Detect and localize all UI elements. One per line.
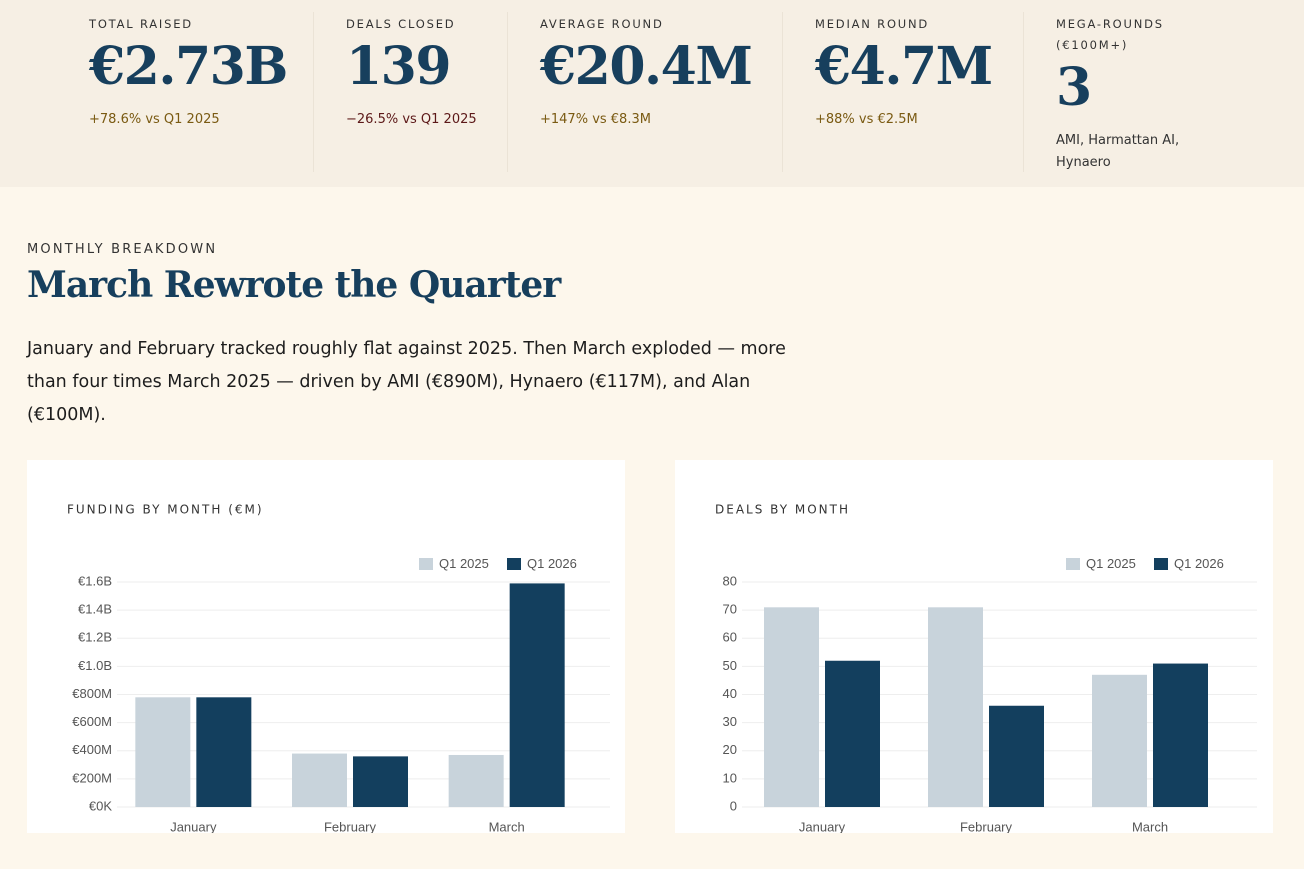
divider bbox=[782, 12, 783, 172]
chart-title: DEALS BY MONTH bbox=[715, 503, 850, 517]
y-tick-label: €1.2B bbox=[78, 630, 112, 645]
y-tick-label: €1.6B bbox=[78, 573, 112, 588]
chart-card: FUNDING BY MONTH (€M) €0K €200M €400M €600M €… bbox=[27, 460, 625, 834]
stat-label: MEGA-ROUNDS (€100M+) bbox=[1056, 17, 1164, 52]
stat-value: 3 bbox=[1056, 57, 1092, 118]
y-tick-label: €400M bbox=[72, 742, 112, 757]
bar bbox=[1153, 663, 1208, 807]
bar bbox=[989, 705, 1044, 807]
y-tick-label: 60 bbox=[723, 630, 737, 645]
legend-label: Q1 2025 bbox=[439, 556, 489, 571]
divider bbox=[1023, 12, 1024, 172]
bar bbox=[353, 756, 408, 807]
stat-label: TOTAL RAISED bbox=[89, 17, 193, 31]
stat-note: −26.5% vs Q1 2025 bbox=[346, 112, 477, 127]
bar bbox=[135, 697, 191, 807]
y-tick-label: €200M bbox=[72, 770, 112, 785]
y-tick-label: 40 bbox=[723, 686, 737, 701]
chart-title: FUNDING BY MONTH (€M) bbox=[67, 503, 264, 517]
bar bbox=[1092, 674, 1147, 807]
stat-label: AVERAGE ROUND bbox=[540, 17, 664, 31]
y-tick-label: 50 bbox=[723, 658, 737, 673]
stat-value: 139 bbox=[346, 36, 452, 97]
stats-band bbox=[0, 0, 1304, 187]
stat-value: €20.4M bbox=[540, 36, 753, 97]
bar bbox=[764, 607, 819, 807]
section-title: March Rewrote the Quarter bbox=[27, 264, 561, 306]
chart-card: DEALS BY MONTH 0 10 20 30 40 50 60 70 80 Q1 2026 Q1… bbox=[675, 460, 1273, 834]
divider bbox=[313, 12, 314, 172]
bar bbox=[509, 583, 565, 807]
bar bbox=[448, 754, 504, 807]
legend-swatch bbox=[1154, 558, 1168, 570]
stat: DEALS CLOSED 139 −26.5% vs Q1 2025 bbox=[346, 14, 496, 131]
y-tick-label: €1.0B bbox=[78, 658, 112, 673]
legend-label: Q1 2026 bbox=[527, 556, 577, 571]
y-tick-label: €600M bbox=[72, 714, 112, 729]
x-tick-label: March bbox=[1132, 819, 1168, 833]
legend-swatch bbox=[1066, 558, 1080, 570]
section-body: January and February tracked roughly fla… bbox=[27, 339, 786, 425]
legend-label: Q1 2025 bbox=[1086, 556, 1136, 571]
stat-label: MEDIAN ROUND bbox=[815, 17, 930, 31]
stat-value: €4.7M bbox=[815, 36, 993, 97]
divider bbox=[507, 12, 508, 172]
y-tick-label: 70 bbox=[723, 602, 737, 617]
x-tick-label: March bbox=[489, 819, 525, 833]
x-tick-label: February bbox=[960, 819, 1013, 833]
y-tick-label: 0 bbox=[730, 798, 737, 813]
bar bbox=[196, 697, 252, 807]
y-tick-label: 10 bbox=[723, 770, 737, 785]
y-tick-label: 20 bbox=[723, 742, 737, 757]
chart: DEALS BY MONTH 0 10 20 30 40 50 60 70 80 Q1 2026 Q1… bbox=[715, 503, 1257, 834]
y-tick-label: €0K bbox=[89, 798, 112, 813]
stat-label: DEALS CLOSED bbox=[346, 17, 456, 31]
bar bbox=[292, 753, 347, 807]
bar bbox=[928, 607, 983, 807]
x-tick-label: January bbox=[170, 819, 217, 833]
stat: AVERAGE ROUND €20.4M +147% vs €8.3M bbox=[540, 14, 753, 131]
stat: MEDIAN ROUND €4.7M +88% vs €2.5M bbox=[815, 14, 993, 131]
stat-note: +147% vs €8.3M bbox=[540, 112, 651, 127]
stat: MEGA-ROUNDS (€100M+) 3 AMI, Harmattan AI, … bbox=[1056, 14, 1206, 174]
stat-note: +78.6% vs Q1 2025 bbox=[89, 112, 220, 127]
section-eyebrow: MONTHLY BREAKDOWN bbox=[27, 242, 218, 257]
stat: TOTAL RAISED €2.73B +78.6% vs Q1 2025 bbox=[89, 14, 288, 131]
chart: FUNDING BY MONTH (€M) €0K €200M €400M €600M €… bbox=[67, 503, 610, 834]
y-tick-label: 30 bbox=[723, 714, 737, 729]
legend-swatch bbox=[419, 558, 433, 570]
stat-value: €2.73B bbox=[89, 36, 288, 97]
x-tick-label: January bbox=[799, 819, 846, 833]
x-tick-label: February bbox=[324, 819, 377, 833]
legend-swatch bbox=[507, 558, 521, 570]
y-tick-label: 80 bbox=[723, 573, 737, 588]
y-tick-label: €800M bbox=[72, 686, 112, 701]
stat-note: AMI, Harmattan AI, Hynaero bbox=[1056, 133, 1180, 170]
bar bbox=[825, 660, 880, 807]
y-tick-label: €1.4B bbox=[78, 602, 112, 617]
legend-label: Q1 2026 bbox=[1174, 556, 1224, 571]
stat-note: +88% vs €2.5M bbox=[815, 112, 918, 127]
